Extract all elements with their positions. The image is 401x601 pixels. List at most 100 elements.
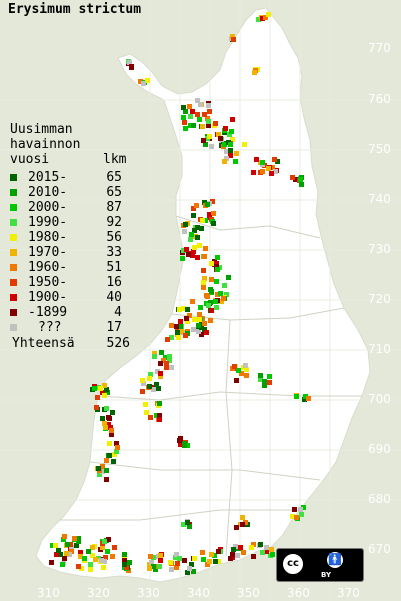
occurrence-marker xyxy=(104,458,109,463)
occurrence-marker xyxy=(228,153,233,158)
species-title: Erysimum strictum xyxy=(8,2,142,17)
legend-swatch xyxy=(10,174,17,181)
occurrence-marker xyxy=(251,542,256,547)
occurrence-marker xyxy=(100,390,105,395)
occurrence-marker xyxy=(56,548,61,553)
occurrence-marker xyxy=(209,289,214,294)
occurrence-marker xyxy=(258,377,263,382)
occurrence-marker xyxy=(188,114,193,119)
occurrence-marker xyxy=(141,81,146,86)
occurrence-marker xyxy=(169,365,174,370)
occurrence-marker xyxy=(54,552,59,557)
occurrence-marker xyxy=(102,393,107,398)
occurrence-marker xyxy=(191,569,196,574)
legend-heading-line-1: Uusimman xyxy=(10,122,73,137)
occurrence-marker xyxy=(187,313,192,318)
occurrence-marker xyxy=(260,16,265,21)
occurrence-marker xyxy=(157,401,162,406)
occurrence-marker xyxy=(182,443,187,448)
occurrence-marker xyxy=(151,555,156,560)
occurrence-marker xyxy=(251,170,256,175)
legend-row: 1980- 56 xyxy=(10,230,122,245)
occurrence-marker xyxy=(111,459,116,464)
occurrence-marker xyxy=(190,253,195,258)
occurrence-marker xyxy=(234,525,239,530)
occurrence-marker xyxy=(195,225,200,230)
occurrence-marker xyxy=(213,559,218,564)
occurrence-marker xyxy=(141,381,146,386)
occurrence-marker xyxy=(78,550,83,555)
occurrence-marker xyxy=(68,542,73,547)
occurrence-marker xyxy=(145,78,150,83)
occurrence-marker xyxy=(236,368,241,373)
occurrence-marker xyxy=(92,386,97,391)
occurrence-marker xyxy=(178,324,183,329)
occurrence-marker xyxy=(205,562,210,567)
occurrence-marker xyxy=(122,562,127,567)
occurrence-marker xyxy=(200,124,205,129)
occurrence-marker xyxy=(190,109,195,114)
occurrence-marker xyxy=(60,562,65,567)
occurrence-marker xyxy=(301,505,306,510)
occurrence-marker xyxy=(233,159,238,164)
legend-swatch xyxy=(10,279,17,286)
occurrence-marker xyxy=(269,547,274,552)
occurrence-marker xyxy=(177,307,182,312)
occurrence-marker xyxy=(183,222,188,227)
occurrence-marker xyxy=(204,293,209,298)
occurrence-marker xyxy=(272,157,277,162)
grid-label-y: 700 xyxy=(368,392,391,406)
occurrence-marker xyxy=(96,466,101,471)
occurrence-marker xyxy=(102,539,107,544)
occurrence-marker xyxy=(102,383,107,388)
occurrence-marker xyxy=(190,299,195,304)
occurrence-marker xyxy=(104,406,109,411)
occurrence-marker xyxy=(100,469,105,474)
occurrence-marker xyxy=(298,177,303,182)
occurrence-marker xyxy=(90,553,95,558)
occurrence-marker xyxy=(191,206,196,211)
legend-swatch xyxy=(10,264,17,271)
occurrence-marker xyxy=(197,317,202,322)
occurrence-marker xyxy=(151,564,156,569)
occurrence-marker xyxy=(102,559,107,564)
occurrence-marker xyxy=(158,558,163,563)
occurrence-marker xyxy=(262,383,267,388)
occurrence-marker xyxy=(202,321,207,326)
occurrence-marker xyxy=(266,12,271,17)
occurrence-marker xyxy=(228,556,233,561)
occurrence-marker xyxy=(104,387,109,392)
occurrence-marker xyxy=(230,117,235,122)
occurrence-marker xyxy=(164,365,169,370)
grid-label-x: 340 xyxy=(187,586,210,600)
occurrence-marker xyxy=(50,543,55,548)
occurrence-marker xyxy=(90,545,95,550)
occurrence-marker xyxy=(238,545,243,550)
occurrence-marker xyxy=(201,280,206,285)
occurrence-marker xyxy=(69,545,74,550)
occurrence-marker xyxy=(233,544,238,549)
occurrence-marker xyxy=(109,428,114,433)
occurrence-marker xyxy=(100,416,105,421)
occurrence-marker xyxy=(177,556,182,561)
legend-swatch xyxy=(10,249,17,256)
legend-swatch xyxy=(10,324,17,331)
occurrence-marker xyxy=(299,182,304,187)
occurrence-marker xyxy=(231,37,236,42)
cc-by-license-badge[interactable]: cc 🚹 BY xyxy=(276,548,364,582)
occurrence-marker xyxy=(201,285,206,290)
occurrence-marker xyxy=(199,325,204,330)
occurrence-marker xyxy=(100,464,105,469)
occurrence-marker xyxy=(267,374,272,379)
occurrence-marker xyxy=(258,542,263,547)
legend-swatch xyxy=(10,294,17,301)
grid-label-y: 690 xyxy=(368,442,391,456)
occurrence-marker xyxy=(76,539,81,544)
occurrence-marker xyxy=(252,70,257,75)
occurrence-marker xyxy=(260,169,265,174)
occurrence-marker xyxy=(219,299,224,304)
grid-label-y: 770 xyxy=(368,41,391,55)
occurrence-marker xyxy=(197,243,202,248)
occurrence-marker xyxy=(64,551,69,556)
occurrence-marker xyxy=(210,199,215,204)
